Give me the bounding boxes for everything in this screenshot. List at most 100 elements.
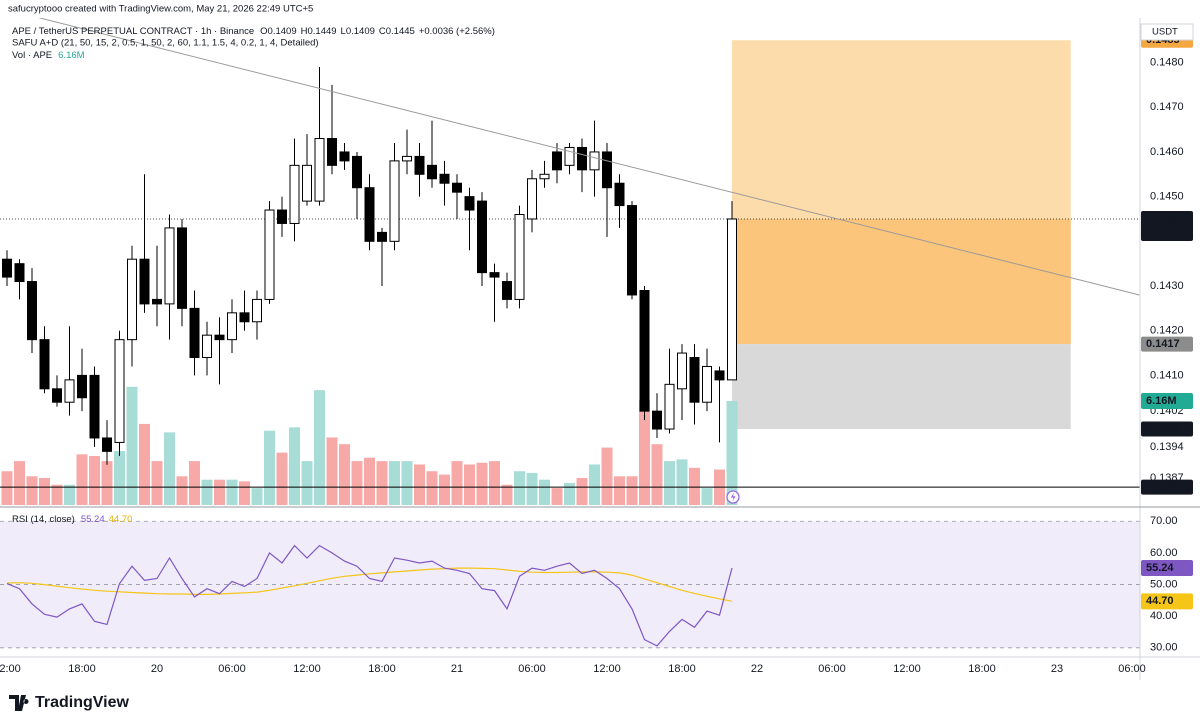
volume-bar — [51, 484, 63, 505]
candle-body — [264, 209, 275, 300]
candle-body — [339, 151, 350, 162]
candle-body — [127, 258, 137, 341]
axis-label-bg — [1141, 421, 1193, 437]
position-open-profit — [732, 218, 1071, 345]
volume-bar — [139, 423, 150, 505]
x-tick-label: 23 — [1051, 663, 1063, 675]
y-tick-label: 0.1480 — [1150, 56, 1184, 68]
footer — [0, 680, 1200, 724]
candle-body — [152, 298, 162, 305]
axis-label: 0.1398 — [1146, 423, 1180, 435]
price-pane — [0, 18, 1140, 505]
last-price-bg — [1141, 210, 1193, 241]
volume-bar — [626, 476, 638, 505]
volume-bar — [651, 444, 663, 505]
x-tick-label: 06:00 — [218, 663, 246, 675]
candle-body — [77, 374, 87, 399]
candle-body — [14, 263, 25, 283]
candle-body — [27, 281, 37, 341]
x-tick-label: 06:00 — [518, 663, 546, 675]
candle-body — [602, 151, 612, 189]
volume-bar — [264, 430, 275, 505]
candle-body — [477, 200, 487, 274]
candle-body — [377, 231, 387, 242]
volume-bar — [1, 471, 13, 505]
volume-bar — [589, 464, 600, 505]
volume-bar — [251, 488, 263, 505]
candle-body — [614, 182, 625, 207]
candle-body — [639, 289, 650, 412]
volume-bar — [501, 484, 513, 505]
volume-bar — [239, 481, 250, 505]
candle-body — [102, 437, 112, 452]
volume-bar — [76, 454, 88, 505]
rsi-line — [6, 567, 733, 602]
countdown: 10:33 — [1152, 227, 1180, 239]
axis-label: 6.16M — [1146, 395, 1177, 407]
footer-brand: TradingView — [35, 694, 130, 711]
candle-body — [89, 374, 100, 439]
position-loss — [732, 344, 1071, 430]
candle-body — [514, 214, 525, 300]
volume-bar — [276, 452, 288, 505]
volume-bar — [364, 457, 375, 505]
axis-label-bg — [1141, 336, 1193, 352]
candle-body — [464, 196, 475, 211]
candle-body — [177, 227, 187, 309]
x-tick-label: 18:00 — [668, 663, 696, 675]
volume-bar — [576, 477, 588, 505]
x-tick-label: 22 — [751, 663, 763, 675]
candle-body — [714, 370, 725, 381]
rsi-tick-label: 70.00 — [1150, 515, 1178, 527]
candle-body — [702, 365, 712, 403]
candle-body — [627, 205, 637, 296]
volume-bar — [89, 456, 100, 505]
ohlc-low: L0.1409 — [341, 26, 375, 37]
volume-bar — [151, 461, 163, 505]
volume-bar — [551, 488, 563, 505]
attribution: safucryptooo created with TradingView.co… — [8, 4, 313, 15]
currency-bg — [1140, 23, 1194, 41]
candle-body — [227, 312, 237, 341]
volume-legend: Vol · APE 6.16M — [12, 50, 85, 61]
candle-body — [652, 410, 662, 430]
volume-bar — [489, 461, 500, 505]
y-tick-label: 0.1470 — [1150, 101, 1184, 113]
candle-body — [139, 258, 150, 305]
candle-body — [202, 334, 212, 359]
volume-bar — [526, 472, 538, 505]
volume-bar — [314, 390, 325, 505]
volume-bar — [451, 461, 463, 505]
x-tick-label: 12:00 — [293, 663, 321, 675]
candle-body — [689, 357, 700, 403]
candle-body — [39, 339, 50, 390]
volume-bar — [26, 476, 38, 505]
candle-body — [664, 383, 675, 430]
candle-body — [527, 178, 537, 220]
candle-body — [452, 182, 462, 193]
x-tick-label: 18:00 — [968, 663, 996, 675]
ohlc-high: H0.1449 — [301, 26, 337, 37]
ohlc-change: +0.0036 (+2.56%) — [419, 26, 495, 37]
volume-bar — [39, 477, 50, 505]
candle-body — [389, 160, 400, 242]
rsi-legend: RSI (14, close) 55.24 44.70 — [12, 514, 132, 525]
volume-bar — [389, 461, 400, 505]
rsi-pane — [0, 520, 1140, 649]
axis-label: 44.70 — [1146, 595, 1174, 607]
candle-body — [302, 164, 312, 202]
trendline — [39, 18, 1140, 296]
candle-body — [677, 352, 687, 390]
x-tick-label: 06:00 — [1118, 663, 1146, 675]
volume-bar — [289, 427, 300, 505]
candle-body — [314, 138, 325, 202]
candle-body — [114, 339, 125, 443]
volume-bar — [689, 467, 700, 505]
x-tick-label: 06:00 — [818, 663, 846, 675]
currency: USDT — [1152, 27, 1178, 38]
candle-body — [2, 258, 12, 278]
indicator-legend: SAFU A+D (21, 50, 15, 2, 0.5, 1, 50, 2, … — [12, 38, 319, 49]
candle-body — [502, 281, 512, 300]
ohlc-open: O0.1409 — [260, 26, 296, 37]
volume-legend-value: 6.16M — [58, 50, 84, 61]
